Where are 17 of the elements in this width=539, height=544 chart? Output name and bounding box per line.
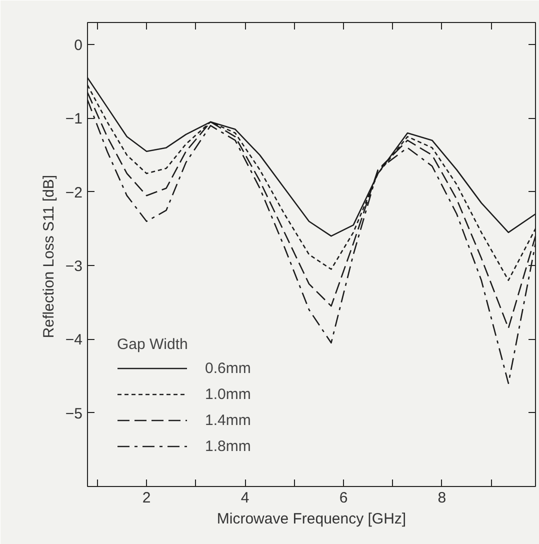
y-tick-label: −1 — [65, 110, 83, 128]
y-tick-label: −5 — [65, 405, 83, 422]
y-tick-label: 0 — [74, 37, 82, 54]
legend-label: 1.4mm — [205, 412, 251, 428]
x-tick-label: 2 — [142, 490, 151, 506]
x-axis-title: Microwave Frequency [GHz] — [216, 510, 406, 528]
x-tick-label: 6 — [339, 490, 348, 506]
y-tick-label: −3 — [65, 258, 83, 276]
legend-label: 1.8mm — [205, 438, 251, 454]
x-tick-label: 8 — [438, 490, 446, 506]
legend-label: 0.6mm — [205, 360, 251, 376]
x-tick-label: 4 — [240, 490, 250, 506]
legend-label: 1.0mm — [205, 386, 251, 402]
y-axis-title: Reflection Loss S11 [dB] — [40, 175, 58, 338]
y-tick-label: −2 — [65, 184, 83, 202]
legend-title: Gap Width — [117, 336, 189, 353]
y-tick-label: −4 — [65, 332, 83, 349]
